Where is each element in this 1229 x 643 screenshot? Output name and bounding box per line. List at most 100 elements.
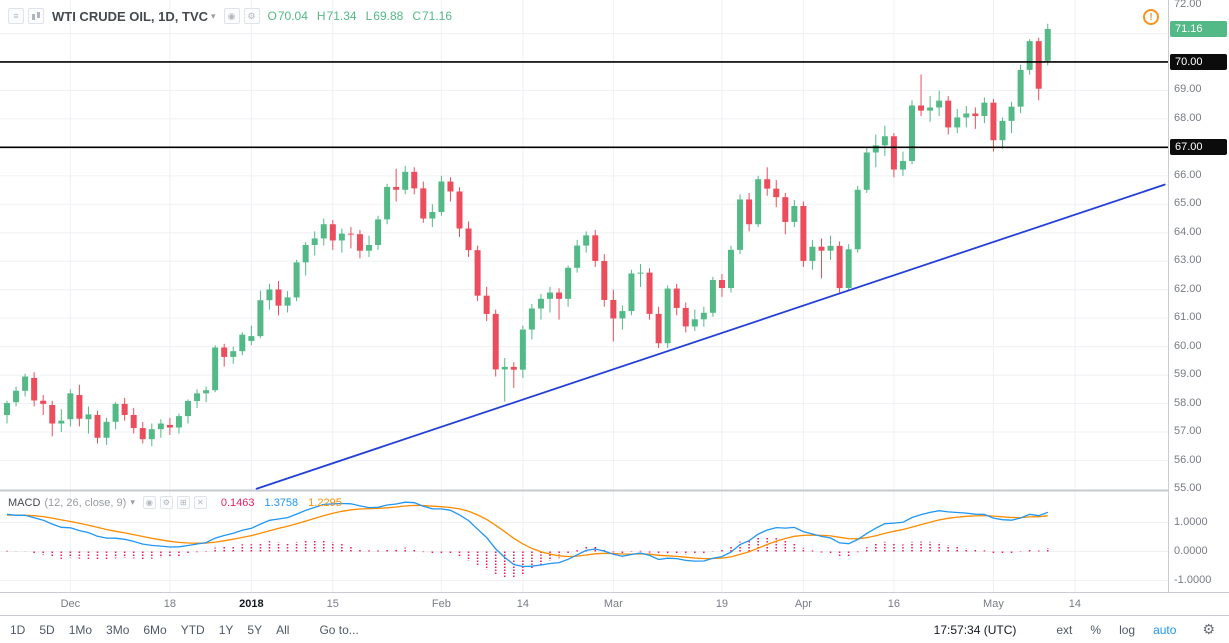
candle-body — [583, 235, 590, 246]
candle-body — [782, 197, 789, 222]
settings-icon[interactable]: ⚙ — [159, 496, 173, 509]
candle-body — [854, 189, 861, 250]
time-axis-label: Apr — [794, 598, 812, 610]
macd-signal-value: 1.2295 — [308, 496, 342, 509]
log-scale-toggle[interactable]: log — [1119, 622, 1136, 637]
candle-body — [375, 219, 382, 246]
candle-body — [175, 416, 182, 428]
candle-body — [366, 245, 372, 251]
candle-body — [700, 312, 707, 320]
candle-body — [818, 246, 825, 251]
candle-body — [456, 191, 463, 229]
price-tick-label: 68.00 — [1174, 111, 1202, 124]
candle-body — [990, 102, 997, 141]
macd-line — [6, 501, 1049, 568]
range-button-1D[interactable]: 1D — [10, 622, 26, 637]
chart-region[interactable]: ≡ WTI CRUDE OIL, 1D, TVC ▾ ◉ ⚙ O70.04 H71… — [0, 0, 1229, 592]
candle-body — [836, 245, 843, 288]
candle-body — [547, 292, 553, 299]
menu-icon[interactable]: ≡ — [8, 8, 24, 24]
range-button-3Mo[interactable]: 3Mo — [106, 622, 130, 637]
candle-body — [212, 347, 219, 391]
candle-body — [501, 366, 508, 370]
candle-body — [927, 107, 934, 111]
visibility-icon[interactable]: ◉ — [142, 496, 156, 509]
candle-body — [465, 228, 472, 251]
candle-body — [121, 403, 128, 415]
time-axis-label: Feb — [431, 598, 451, 610]
candle-body — [827, 245, 834, 251]
candle-body — [293, 262, 300, 298]
candle-body — [483, 295, 490, 314]
candle-body — [447, 181, 454, 192]
candle-body — [890, 136, 897, 170]
range-button-YTD[interactable]: YTD — [180, 622, 205, 637]
chevron-down-icon[interactable]: ▾ — [211, 10, 216, 21]
candle-body — [393, 186, 400, 190]
visibility-icon[interactable]: ◉ — [223, 8, 240, 24]
range-button-1Mo[interactable]: 1Mo — [68, 622, 93, 637]
symbol-title[interactable]: WTI CRUDE OIL, 1D, TVC — [52, 8, 208, 24]
candle-body — [157, 423, 164, 430]
candle-body — [682, 307, 689, 327]
maximize-icon[interactable]: ⊞ — [176, 496, 190, 509]
candle-body — [963, 113, 970, 118]
range-button-5D[interactable]: 5D — [39, 622, 55, 637]
candle-body — [257, 300, 264, 337]
candle-body — [76, 395, 83, 419]
candle-body — [565, 267, 572, 299]
gear-icon[interactable]: ⚙ — [1202, 621, 1215, 637]
candle-body — [537, 298, 544, 309]
candle-body — [266, 289, 273, 301]
bottom-toolbar: 1D 5D 1Mo 3Mo 6Mo YTD 1Y 5Y All Go to... 17:57:3… — [0, 615, 1229, 643]
candle-body — [809, 246, 816, 261]
candle-body — [58, 420, 65, 424]
candle-body — [239, 334, 246, 352]
range-button-All[interactable]: All — [276, 622, 290, 637]
close-icon[interactable]: ✕ — [193, 496, 207, 509]
goto-button[interactable]: Go to... — [319, 622, 359, 637]
chart-canvas[interactable] — [0, 0, 1168, 592]
candle-body — [474, 250, 481, 296]
price-tick-label: 62.00 — [1174, 282, 1202, 295]
open-value: 70.04 — [277, 9, 308, 23]
range-button-6Mo[interactable]: 6Mo — [143, 622, 167, 637]
ohlc-values: O70.04 H71.34 L69.88 C71.16 — [268, 9, 462, 23]
time-axis-label: 16 — [887, 598, 901, 610]
settings-icon[interactable]: ⚙ — [243, 8, 260, 24]
candle-body — [954, 117, 961, 128]
time-axis-label: 18 — [163, 598, 177, 610]
candle-body — [230, 351, 237, 357]
auto-scale-toggle[interactable]: auto — [1153, 622, 1177, 637]
time-axis-label: Mar — [603, 598, 623, 610]
extended-hours-toggle[interactable]: ext — [1056, 622, 1073, 637]
chart-style-icon[interactable] — [28, 8, 44, 24]
candle-body — [519, 329, 526, 370]
candle-body — [329, 224, 336, 241]
candle-body — [737, 199, 744, 250]
low-value: 69.88 — [373, 9, 404, 23]
macd-histogram-value: 0.1463 — [220, 496, 255, 509]
candle-body — [899, 161, 906, 170]
chevron-down-icon[interactable]: ▾ — [130, 497, 135, 507]
open-label: O — [267, 9, 277, 23]
candle-body — [510, 366, 517, 370]
price-tick-label: 61.00 — [1174, 311, 1202, 324]
trend-line[interactable] — [255, 183, 1166, 490]
percent-scale-toggle[interactable]: % — [1090, 622, 1102, 637]
clock-utc: 17:57:34 (UTC) — [933, 622, 1017, 637]
candle-body — [764, 179, 771, 189]
range-button-1Y[interactable]: 1Y — [218, 622, 234, 637]
candle-body — [800, 206, 807, 261]
candle-body — [4, 403, 10, 415]
notification-alert-icon[interactable]: ! — [1143, 9, 1159, 25]
candle-body — [999, 120, 1006, 141]
range-button-5Y[interactable]: 5Y — [247, 622, 263, 637]
macd-indicator-title: MACD — [8, 496, 41, 509]
candle-body — [221, 347, 228, 357]
price-axis[interactable]: 72.00 69.00 68.00 66.00 65.00 64.00 63.00 62.00… — [1168, 0, 1229, 592]
time-axis-label: 14 — [1068, 598, 1082, 610]
time-axis-label: 19 — [715, 598, 729, 610]
time-axis[interactable]: Dec 18 2018 15 Feb 14 Mar 19 Apr 16 May 14 — [0, 592, 1229, 615]
